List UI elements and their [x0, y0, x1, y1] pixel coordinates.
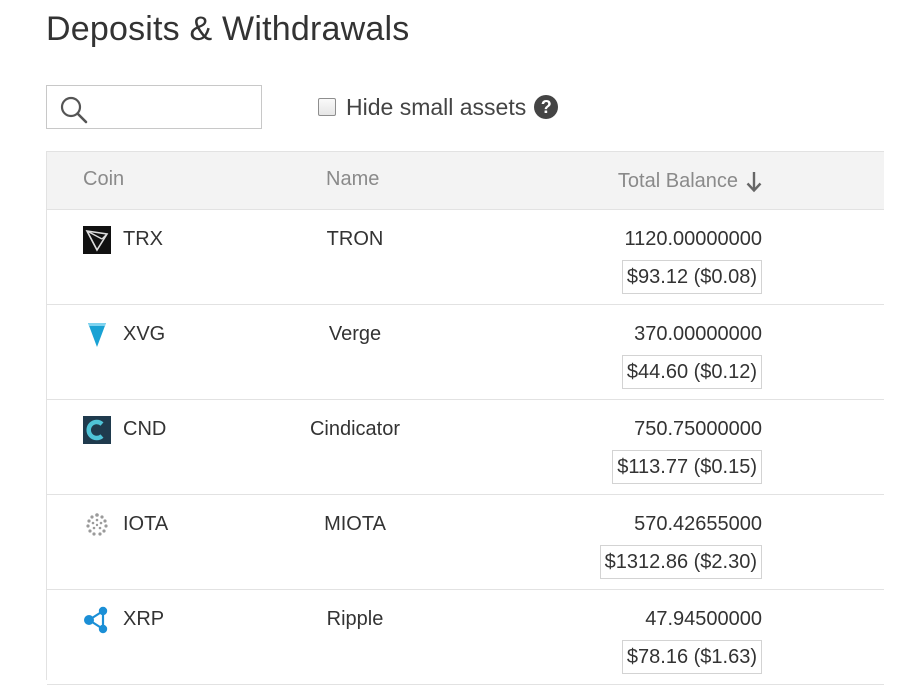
cindicator-icon — [83, 416, 111, 444]
usd-value: $44.60 ($0.12) — [621, 355, 762, 389]
hide-small-assets-label[interactable]: Hide small assets — [346, 93, 527, 120]
coin-amount: 1120.00000000 — [624, 228, 762, 250]
usd-value: $1312.86 ($2.30) — [599, 545, 762, 579]
iota-icon — [86, 513, 108, 536]
usd-value: $113.77 ($0.15) — [612, 450, 762, 484]
column-header-total-balance-label[interactable]: Total Balance — [617, 170, 738, 192]
usd-value: $78.16 ($1.63) — [621, 640, 762, 674]
coin-amount: 750.75000000 — [634, 418, 762, 440]
hide-small-assets-checkbox[interactable] — [318, 98, 336, 116]
coin-name: TRON — [326, 228, 384, 250]
coin-name: MIOTA — [324, 513, 386, 535]
coin-amount: 370.00000000 — [634, 323, 762, 345]
table-row[interactable]: XVG Verge 370.00000000 $44.60 ($0.12) — [47, 305, 884, 400]
table-header: Coin Name Total Balance — [47, 151, 884, 210]
coin-name: Verge — [328, 323, 382, 345]
table-row[interactable]: IOTA MIOTA 570.42655000 $1312.86 ($2.30) — [47, 495, 884, 590]
coin-symbol: IOTA — [123, 513, 169, 535]
coin-name: Ripple — [326, 608, 384, 630]
coin-symbol: XRP — [123, 608, 165, 630]
column-header-coin[interactable]: Coin — [83, 168, 125, 190]
tron-icon — [83, 226, 111, 254]
verge-icon — [88, 323, 106, 347]
coin-amount: 570.42655000 — [634, 513, 762, 535]
balances-table: Coin Name Total Balance TRX TRON 1120.00… — [46, 151, 884, 685]
table-row[interactable]: TRX TRON 1120.00000000 $93.12 ($0.08) — [47, 210, 884, 305]
usd-value: $93.12 ($0.08) — [621, 260, 762, 294]
column-header-total-balance[interactable]: Total Balance — [618, 170, 762, 193]
coin-name: Cindicator — [309, 418, 401, 440]
coin-symbol: CND — [123, 418, 167, 440]
sort-descending-icon[interactable] — [746, 171, 762, 193]
page-title: Deposits & Withdrawals — [46, 10, 410, 48]
search-icon — [60, 96, 88, 124]
help-icon[interactable]: ? — [534, 95, 559, 119]
coin-amount: 47.94500000 — [645, 608, 762, 630]
ripple-icon — [84, 606, 108, 634]
search-input[interactable] — [93, 92, 257, 124]
table-row[interactable]: XRP Ripple 47.94500000 $78.16 ($1.63) — [47, 590, 884, 685]
hide-small-assets-toggle[interactable]: Hide small assets ? — [318, 92, 559, 122]
coin-symbol: TRX — [123, 228, 163, 250]
column-header-name[interactable]: Name — [326, 168, 380, 190]
coin-symbol: XVG — [123, 323, 166, 345]
search-box[interactable] — [46, 85, 262, 129]
table-row[interactable]: CND Cindicator 750.75000000 $113.77 ($0.… — [47, 400, 884, 495]
